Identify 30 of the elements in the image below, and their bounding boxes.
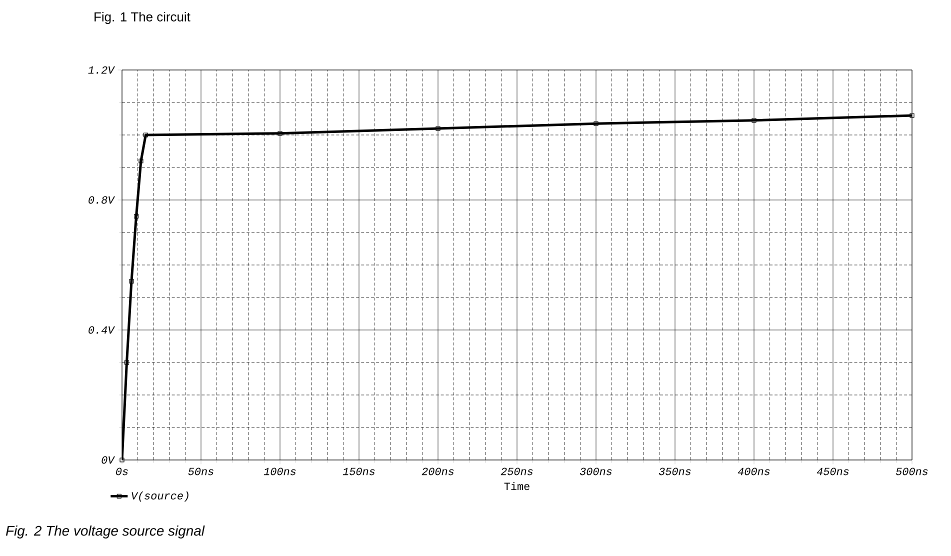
- point: [594, 121, 598, 126]
- x-tick-label: 300ns: [580, 468, 612, 476]
- x-tick-label: 400ns: [738, 468, 770, 476]
- x-tick-label: 0s: [116, 468, 128, 476]
- y-tick-label: 1.2V: [88, 66, 116, 74]
- point: [134, 214, 139, 219]
- point: [278, 131, 282, 136]
- x-tick-label: 150ns: [342, 468, 375, 476]
- y-tick-label: 0.4V: [88, 326, 116, 334]
- x-tick-label: 50ns: [188, 468, 214, 476]
- x-tick-label: 200ns: [422, 468, 454, 476]
- point: [124, 360, 130, 365]
- point: [436, 126, 440, 131]
- legend-label: V(source): [132, 491, 188, 502]
- text: Fig. 2 The voltage source signal: [6, 525, 205, 538]
- point: [138, 158, 144, 164]
- x-tick-label: 350ns: [659, 468, 691, 476]
- point: [120, 458, 124, 462]
- x-tick-label: 250ns: [500, 468, 533, 476]
- point: [143, 132, 148, 138]
- y-tick-label: 0.8V: [88, 196, 116, 204]
- point: [129, 278, 134, 284]
- point: [910, 113, 914, 118]
- x-axis-title: Time: [504, 482, 530, 490]
- x-tick-label: 500ns: [896, 468, 928, 476]
- point: [752, 118, 756, 123]
- x-tick-label: 450ns: [816, 468, 849, 476]
- chart-title: Fig. 1 The circuit: [94, 12, 190, 24]
- x-tick-label: 100ns: [264, 468, 296, 476]
- y-tick-label: 0V: [102, 456, 116, 464]
